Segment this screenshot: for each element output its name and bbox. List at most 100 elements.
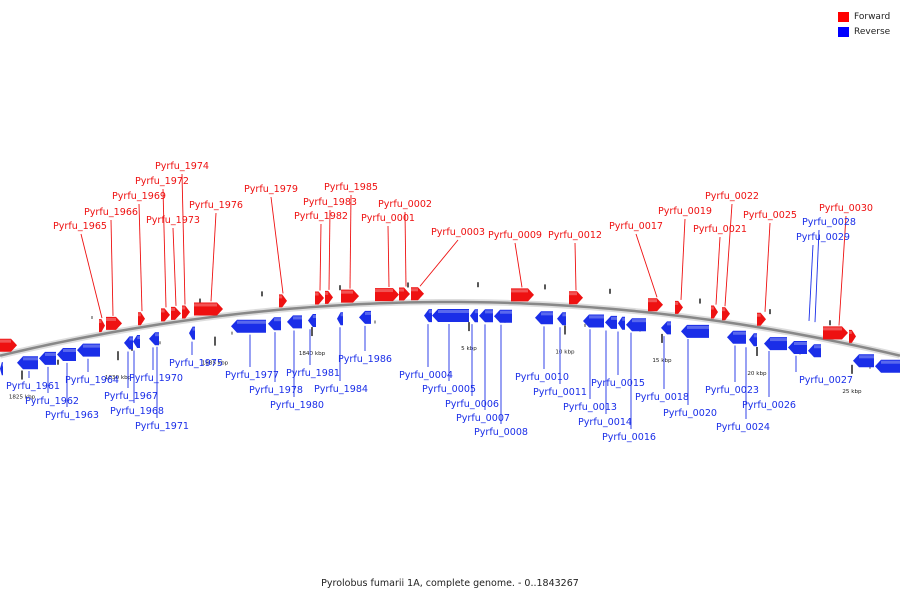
gene-label-pyrfu-1967: Pyrfu_1967 xyxy=(104,391,158,402)
gene-label-pyrfu-0013: Pyrfu_0013 xyxy=(563,402,617,413)
gene-label-pyrfu-1963: Pyrfu_1963 xyxy=(45,410,99,421)
reverse-gene-arrow xyxy=(57,348,76,361)
gene-label-pyrfu-1983: Pyrfu_1983 xyxy=(303,197,357,208)
reverse-gene-highlight xyxy=(770,338,787,342)
reverse-gene-highlight xyxy=(753,334,757,338)
forward-gene-highlight xyxy=(315,292,319,296)
gene-label-pyrfu-0018: Pyrfu_0018 xyxy=(635,392,689,403)
gene-label-pyrfu-1976: Pyrfu_1976 xyxy=(189,200,243,211)
reverse-gene-highlight xyxy=(859,355,874,359)
reverse-gene-arrow xyxy=(470,309,478,323)
leader-pyrfu-1972 xyxy=(162,188,167,308)
reverse-gene-arrow xyxy=(479,309,493,323)
gene-label-pyrfu-1978: Pyrfu_1978 xyxy=(249,385,303,396)
leader-pyrfu-1969 xyxy=(138,203,143,312)
gene-label-pyrfu-0025: Pyrfu_0025 xyxy=(743,210,797,221)
reverse-gene-arrow xyxy=(853,354,874,368)
reverse-gene-highlight xyxy=(293,316,302,320)
reverse-gene-highlight xyxy=(63,348,76,352)
reverse-gene-arrow xyxy=(432,309,469,322)
leader-pyrfu-0001 xyxy=(387,225,390,287)
forward-gene-highlight xyxy=(399,288,404,292)
reverse-gene-highlight xyxy=(45,352,56,356)
leader-pyrfu-1965 xyxy=(80,233,103,319)
forward-gene-arrow xyxy=(341,289,359,303)
reverse-gene-arrow xyxy=(231,319,266,333)
gene-label-pyrfu-0011: Pyrfu_0011 xyxy=(533,387,587,398)
forward-gene-highlight xyxy=(849,330,852,334)
reverse-gene-arrow xyxy=(0,362,3,376)
reverse-gene-arrow xyxy=(535,311,553,325)
leader-pyrfu-0029 xyxy=(808,244,814,321)
leader-pyrfu-0009 xyxy=(514,242,523,288)
genome-caption: Pyrolobus fumarii 1A, complete genome. -… xyxy=(321,578,579,589)
scale-tick-label: 10 kbp xyxy=(555,350,575,356)
scale-tick-label: 1835 kbp xyxy=(202,361,229,367)
forward-gene-arrow xyxy=(279,294,287,308)
reverse-gene-highlight xyxy=(733,331,746,335)
reverse-gene-arrow xyxy=(764,337,787,351)
reverse-gene-highlight xyxy=(155,333,159,337)
leader-pyrfu-0025 xyxy=(764,222,771,312)
forward-gene-highlight xyxy=(106,317,116,321)
reverse-gene-highlight xyxy=(129,337,133,341)
leader-pyrfu-1985 xyxy=(349,194,352,289)
reverse-gene-arrow xyxy=(424,309,432,323)
gene-label-pyrfu-0029: Pyrfu_0029 xyxy=(796,232,850,243)
reverse-gene-arrow xyxy=(727,330,746,344)
gene-label-pyrfu-0002: Pyrfu_0002 xyxy=(378,199,432,210)
leader-pyrfu-0012 xyxy=(574,242,577,291)
forward-gene-arrow xyxy=(648,298,663,312)
gene-label-pyrfu-0019: Pyrfu_0019 xyxy=(658,206,712,217)
forward-gene-highlight xyxy=(171,307,175,311)
gene-label-pyrfu-1975: Pyrfu_1975 xyxy=(169,358,223,369)
gene-label-pyrfu-0010: Pyrfu_0010 xyxy=(515,372,569,383)
reverse-gene-arrow xyxy=(77,343,100,357)
reverse-gene-arrow xyxy=(133,335,140,348)
legend-label-forward: Forward xyxy=(854,11,891,22)
reverse-gene-highlight xyxy=(428,310,432,314)
reverse-gene-arrow xyxy=(788,341,807,354)
gene-label-pyrfu-0003: Pyrfu_0003 xyxy=(431,227,485,238)
forward-gene-arrow xyxy=(194,302,223,316)
gene-label-pyrfu-1971: Pyrfu_1971 xyxy=(135,421,189,432)
leader-pyrfu-0019 xyxy=(680,218,686,300)
genome-backbone xyxy=(0,300,900,357)
forward-gene-highlight xyxy=(0,339,11,343)
reverse-gene-arrow xyxy=(626,318,646,332)
gene-label-pyrfu-1972: Pyrfu_1972 xyxy=(135,176,189,187)
reverse-gene-highlight xyxy=(274,318,281,322)
gene-label-pyrfu-1966: Pyrfu_1966 xyxy=(84,207,138,218)
reverse-gene-highlight xyxy=(340,313,343,317)
reverse-gene-arrow xyxy=(17,356,38,370)
forward-gene-highlight xyxy=(182,306,186,310)
forward-gene-arrow xyxy=(722,307,730,321)
forward-gene-arrow xyxy=(182,305,190,319)
reverse-gene-arrow xyxy=(557,312,566,326)
gene-label-pyrfu-1974: Pyrfu_1974 xyxy=(155,161,209,172)
reverse-gene-highlight xyxy=(1,363,3,367)
gene-label-pyrfu-1973: Pyrfu_1973 xyxy=(146,215,200,226)
gene-label-pyrfu-0016: Pyrfu_0016 xyxy=(602,432,656,443)
reverse-gene-arrow xyxy=(287,315,302,329)
gene-label-pyrfu-1968: Pyrfu_1968 xyxy=(110,406,164,417)
forward-gene-arrow xyxy=(161,308,170,322)
forward-gene-arrow xyxy=(849,329,856,343)
forward-gene-highlight xyxy=(757,313,761,317)
forward-gene-highlight xyxy=(341,290,353,294)
gene-label-pyrfu-0008: Pyrfu_0008 xyxy=(474,427,528,438)
forward-gene-arrow xyxy=(325,290,333,304)
scale-tick-label: 1825 kbp xyxy=(9,395,36,401)
scale-tick-label: 20 kbp xyxy=(747,371,767,377)
gene-label-pyrfu-1962: Pyrfu_1962 xyxy=(25,396,79,407)
reverse-gene-highlight xyxy=(562,313,566,317)
forward-gene-arrow xyxy=(411,287,424,301)
reverse-gene-highlight xyxy=(192,327,195,331)
gene-label-pyrfu-0014: Pyrfu_0014 xyxy=(578,417,632,428)
gene-label-pyrfu-0022: Pyrfu_0022 xyxy=(705,191,759,202)
leader-pyrfu-0003 xyxy=(419,239,459,287)
reverse-gene-arrow xyxy=(359,310,371,324)
gene-label-pyrfu-1979: Pyrfu_1979 xyxy=(244,184,298,195)
gene-label-pyrfu-0012: Pyrfu_0012 xyxy=(548,230,602,241)
